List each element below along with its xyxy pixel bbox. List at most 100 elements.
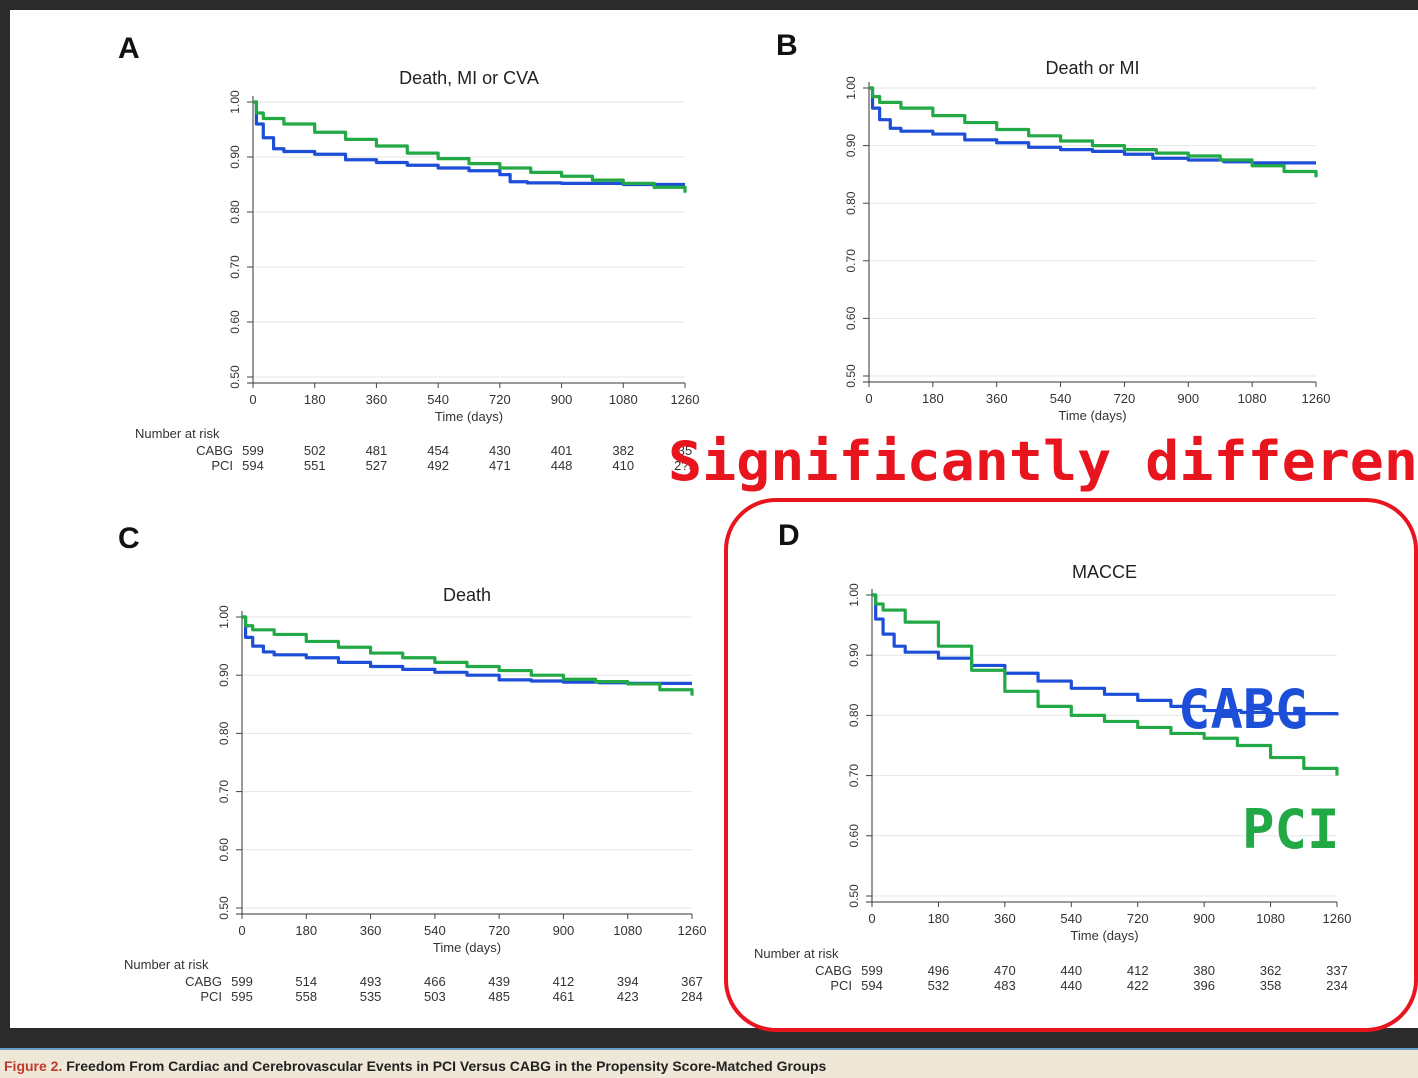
risk-value-a: 481	[366, 443, 388, 458]
risk-value-d: 396	[1193, 978, 1215, 993]
significance-annotation: Significantly differen	[668, 430, 1418, 493]
x-tick-label-d: 1260	[1323, 911, 1352, 926]
caption-title: Freedom From Cardiac and Cerebrovascular…	[66, 1058, 827, 1074]
risk-value-c: 423	[617, 989, 639, 1004]
risk-row-label-a: CABG	[196, 443, 233, 458]
x-tick-label-c: 1080	[613, 923, 642, 938]
x-tick-label-c: 720	[488, 923, 510, 938]
x-tick-label-d: 540	[1060, 911, 1082, 926]
x-axis-label-d: Time (days)	[1070, 928, 1138, 943]
risk-value-a: 382	[612, 443, 634, 458]
series-line-cabg-c	[242, 615, 692, 685]
x-tick-label-a: 0	[249, 392, 256, 407]
x-tick-label-d: 720	[1127, 911, 1149, 926]
y-tick-label-a: 0.80	[228, 200, 242, 224]
x-tick-label-d: 360	[994, 911, 1016, 926]
risk-value-d: 422	[1127, 978, 1149, 993]
y-tick-label-a: 0.90	[228, 145, 242, 169]
risk-value-c: 485	[488, 989, 510, 1004]
risk-value-a: 599	[242, 443, 264, 458]
y-tick-label-c: 0.70	[217, 780, 231, 804]
x-tick-label-c: 540	[424, 923, 446, 938]
x-tick-label-b: 540	[1050, 391, 1072, 406]
y-tick-label-d: 0.50	[847, 884, 861, 908]
risk-table-header-d: Number at risk	[754, 946, 839, 961]
risk-value-c: 412	[553, 974, 575, 989]
y-tick-label-b: 0.50	[844, 364, 858, 388]
x-tick-label-c: 360	[360, 923, 382, 938]
risk-value-c: 466	[424, 974, 446, 989]
x-tick-label-d: 180	[928, 911, 950, 926]
x-tick-label-b: 1080	[1238, 391, 1267, 406]
risk-value-d: 412	[1127, 963, 1149, 978]
y-tick-label-b: 0.60	[844, 306, 858, 330]
series-line-pci-c	[242, 615, 694, 696]
risk-value-c: 439	[488, 974, 510, 989]
x-axis-label-b: Time (days)	[1058, 408, 1126, 423]
x-tick-label-c: 900	[553, 923, 575, 938]
risk-row-label-c: CABG	[185, 974, 222, 989]
x-tick-label-b: 0	[865, 391, 872, 406]
panel-title-d: MACCE	[1072, 562, 1137, 582]
y-tick-label-b: 0.80	[844, 191, 858, 215]
risk-row-label-d: CABG	[815, 963, 852, 978]
risk-value-c: 503	[424, 989, 446, 1004]
risk-table-header-a: Number at risk	[135, 426, 220, 441]
risk-value-d: 594	[861, 978, 883, 993]
x-tick-label-a: 1080	[609, 392, 638, 407]
risk-value-d: 234	[1326, 978, 1348, 993]
risk-value-a: 454	[427, 443, 449, 458]
risk-value-d: 496	[928, 963, 950, 978]
series-line-pci-a	[253, 100, 687, 193]
highlight-box-d	[724, 498, 1418, 1032]
y-tick-label-b: 0.70	[844, 249, 858, 273]
caption-text: Figure 2. Freedom From Cardiac and Cereb…	[4, 1058, 826, 1074]
figure-background	[10, 10, 1418, 1028]
risk-value-a: 551	[304, 458, 326, 473]
y-tick-label-d: 0.80	[847, 703, 861, 727]
x-tick-label-d: 900	[1193, 911, 1215, 926]
risk-value-a: 410	[612, 458, 634, 473]
y-tick-label-c: 0.50	[217, 896, 231, 920]
risk-value-c: 461	[553, 989, 575, 1004]
series-line-cabg-d	[872, 593, 1339, 716]
x-axis-label-c: Time (days)	[433, 940, 501, 955]
risk-value-d: 440	[1060, 963, 1082, 978]
figure-caption: Figure 2. Freedom From Cardiac and Cereb…	[0, 1048, 1418, 1078]
y-tick-label-b: 0.90	[844, 134, 858, 158]
x-tick-label-d: 0	[868, 911, 875, 926]
risk-value-a: 448	[551, 458, 573, 473]
risk-value-a: 2?5	[674, 458, 696, 473]
risk-row-label-a: PCI	[211, 458, 233, 473]
y-tick-label-c: 0.90	[217, 663, 231, 687]
x-tick-label-a: 360	[366, 392, 388, 407]
risk-value-a: 492	[427, 458, 449, 473]
panel-title-c: Death	[443, 585, 491, 605]
risk-value-c: 493	[360, 974, 382, 989]
risk-value-d: 599	[861, 963, 883, 978]
risk-value-c: 367	[681, 974, 703, 989]
risk-value-d: 470	[994, 963, 1016, 978]
risk-table-header-c: Number at risk	[124, 957, 209, 972]
risk-value-a: 527	[366, 458, 388, 473]
x-tick-label-a: 720	[489, 392, 511, 407]
risk-row-label-d: PCI	[830, 978, 852, 993]
y-tick-label-d: 0.90	[847, 643, 861, 667]
cabg-series-label: CABG	[1178, 678, 1308, 741]
risk-value-c: 284	[681, 989, 703, 1004]
risk-value-d: 337	[1326, 963, 1348, 978]
x-tick-label-d: 1080	[1256, 911, 1285, 926]
risk-value-a: 594	[242, 458, 264, 473]
series-line-pci-b	[869, 86, 1318, 178]
panel-letter-c: C	[118, 522, 140, 555]
risk-value-d: 380	[1193, 963, 1215, 978]
x-tick-label-b: 180	[922, 391, 944, 406]
x-tick-label-c: 1260	[678, 923, 707, 938]
risk-value-a: 430	[489, 443, 511, 458]
y-tick-label-b: 1.00	[844, 76, 858, 100]
series-line-cabg-b	[869, 86, 1316, 165]
pci-series-label: PCI	[1242, 798, 1340, 861]
x-tick-label-a: 540	[427, 392, 449, 407]
risk-value-a: 401	[551, 443, 573, 458]
